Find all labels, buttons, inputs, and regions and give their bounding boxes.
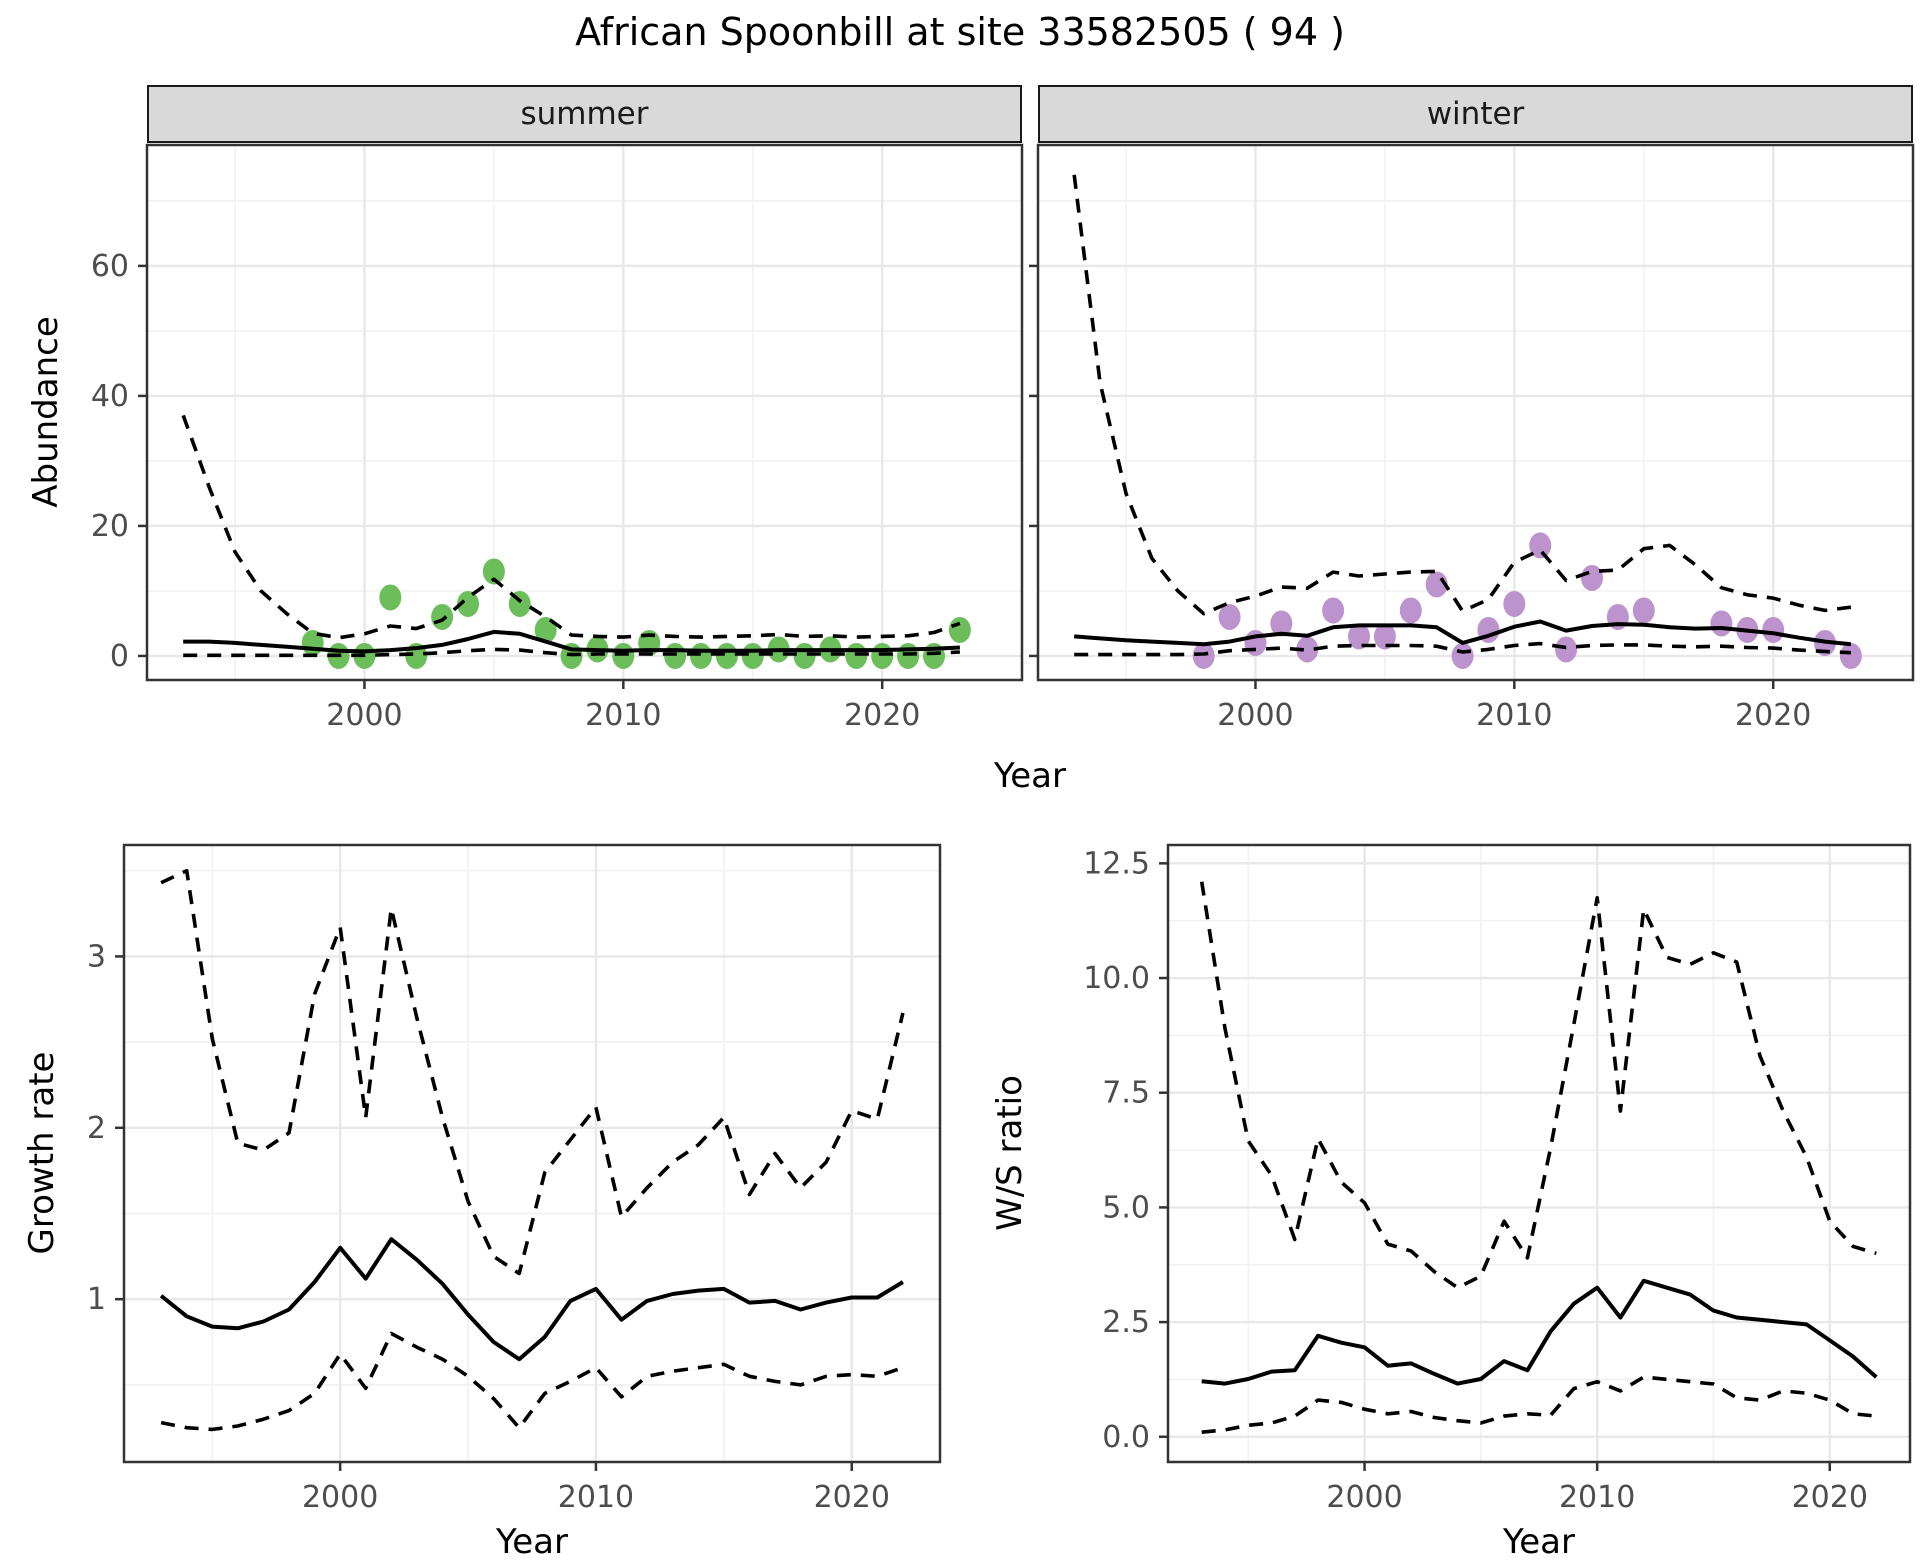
panel-abundance-summer: 2000 2010 2020 0 20 40 60	[91, 143, 1024, 733]
observed-point	[1710, 610, 1733, 637]
panel-ws-ratio: 2000 2010 2020 0.0 2.5 5.0 7.5 10.0 12.5	[1083, 843, 1912, 1515]
panel-background	[1038, 145, 1913, 680]
observed-point	[1373, 623, 1396, 650]
y-tick-label: 2.5	[1102, 1305, 1150, 1340]
x-tick-label: 2010	[1476, 698, 1552, 733]
y-axis-title-ws-ratio: W/S ratio	[990, 1075, 1030, 1231]
x-tick-label: 2000	[1326, 1480, 1402, 1515]
observed-point	[1218, 603, 1241, 630]
observed-point	[431, 603, 454, 630]
observed-point	[845, 642, 868, 669]
y-axis-title-growth-rate: Growth rate	[22, 1051, 62, 1255]
observed-point	[534, 616, 557, 643]
panel-border	[1036, 143, 1915, 682]
facet-strip-summer-label: summer	[520, 96, 649, 132]
upper_ci-line	[181, 414, 961, 640]
x-tick-label: 2010	[1559, 1480, 1635, 1515]
observed-point	[457, 590, 480, 617]
x-axis-title-year-top: Year	[994, 756, 1066, 796]
y-tick-label: 0.0	[1102, 1420, 1150, 1455]
lower_ci-line	[1074, 641, 1851, 657]
observed-point	[1322, 597, 1345, 624]
x-axis-title-year-growth: Year	[496, 1522, 568, 1560]
y-axis-title-abundance: Abundance	[26, 316, 66, 508]
observed-point	[1399, 597, 1422, 624]
observed-point	[1503, 590, 1526, 617]
y-tick-label: 3	[87, 939, 106, 974]
observed-point	[897, 642, 920, 669]
y-tick-label: 10.0	[1083, 961, 1150, 996]
observed-point	[612, 642, 635, 669]
median-line	[1074, 619, 1852, 647]
panel-growth-rate: 2000 2010 2020 1 2 3	[87, 843, 942, 1515]
observed-point	[1192, 642, 1215, 669]
facet-strip-summer: summer	[147, 85, 1022, 143]
upper_ci-line	[1072, 174, 1852, 616]
x-tick-label: 2020	[814, 1480, 890, 1515]
x-tick-label: 2010	[585, 698, 661, 733]
upper_ci-line	[1199, 881, 1877, 1290]
observed-point	[379, 584, 402, 611]
x-tick-label: 2010	[558, 1480, 634, 1515]
median-line	[159, 1237, 904, 1362]
y-tick-label: 2	[87, 1111, 106, 1146]
x-tick-label: 2020	[1792, 1480, 1868, 1515]
panel-border	[145, 143, 1024, 682]
facet-strip-winter-label: winter	[1426, 96, 1525, 132]
y-tick-label: 20	[91, 509, 129, 544]
median-line	[1201, 1278, 1878, 1386]
observed-point	[1762, 616, 1785, 643]
panel-background	[147, 145, 1022, 680]
observed-point	[1451, 642, 1474, 669]
observed-point	[741, 642, 764, 669]
y-tick-label: 1	[87, 1282, 106, 1317]
lower_ci-line	[160, 1331, 904, 1432]
observed-point	[1529, 532, 1552, 559]
x-tick-label: 2020	[844, 698, 920, 733]
observed-point	[482, 558, 505, 585]
panel-background	[124, 845, 940, 1462]
facet-strip-winter: winter	[1038, 85, 1913, 143]
x-tick-label: 2000	[302, 1480, 378, 1515]
panel-border	[122, 843, 942, 1464]
observed-point	[664, 642, 687, 669]
x-tick-label: 2020	[1735, 698, 1811, 733]
median-line	[183, 629, 961, 654]
observed-point	[1839, 642, 1862, 669]
panel-abundance-winter: 2000 2010 2020	[1029, 143, 1915, 733]
observed-point	[1555, 636, 1578, 663]
observed-point	[871, 642, 894, 669]
y-tick-label: 7.5	[1102, 1076, 1150, 1111]
x-tick-label: 2000	[1217, 698, 1293, 733]
y-tick-label: 12.5	[1083, 846, 1150, 881]
x-axis-title-year-ratio: Year	[1503, 1522, 1575, 1560]
observed-point	[689, 642, 712, 669]
y-tick-label: 60	[91, 249, 129, 284]
panel-background	[1168, 845, 1910, 1462]
observed-point	[1296, 636, 1319, 663]
observed-point	[715, 642, 738, 669]
y-tick-label: 0	[110, 639, 129, 674]
upper_ci-line	[160, 868, 905, 1276]
panel-border	[1166, 843, 1912, 1464]
lower_ci-line	[1201, 1375, 1877, 1434]
lower_ci-line	[183, 647, 960, 658]
observed-point	[1580, 564, 1603, 591]
x-tick-label: 2000	[326, 698, 402, 733]
y-tick-label: 5.0	[1102, 1190, 1150, 1225]
plot-title: African Spoonbill at site 33582505 ( 94 …	[575, 10, 1345, 54]
observed-point	[1270, 610, 1293, 637]
observed-point	[948, 616, 971, 643]
observed-point	[1348, 623, 1371, 650]
observed-point	[793, 642, 816, 669]
y-tick-label: 40	[91, 379, 129, 414]
observed-point	[1632, 597, 1655, 624]
